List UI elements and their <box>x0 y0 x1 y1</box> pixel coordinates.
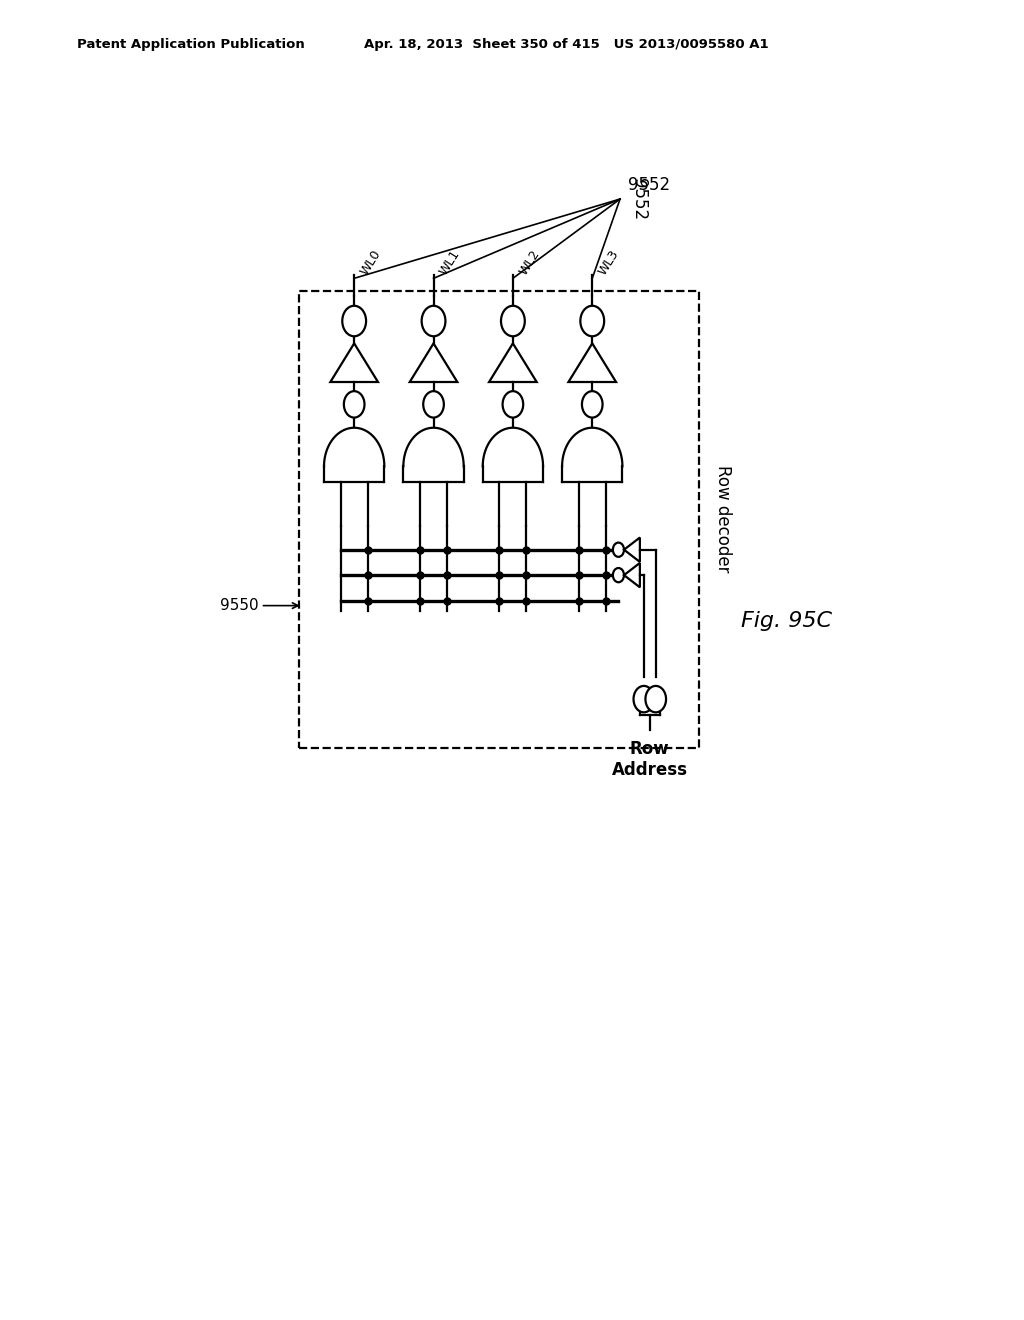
Text: Apr. 18, 2013  Sheet 350 of 415   US 2013/0095580 A1: Apr. 18, 2013 Sheet 350 of 415 US 2013/0… <box>364 38 768 51</box>
Polygon shape <box>562 428 623 482</box>
Circle shape <box>613 568 624 582</box>
Polygon shape <box>403 428 464 482</box>
Circle shape <box>422 306 445 337</box>
Text: Patent Application Publication: Patent Application Publication <box>77 38 304 51</box>
Circle shape <box>423 391 443 417</box>
Circle shape <box>634 686 654 713</box>
Polygon shape <box>482 428 543 482</box>
Circle shape <box>344 391 365 417</box>
Text: 9552: 9552 <box>628 176 670 194</box>
Text: 9550: 9550 <box>220 598 259 612</box>
Text: Row decoder: Row decoder <box>714 466 732 573</box>
Bar <box>299 290 699 748</box>
Text: WL2: WL2 <box>517 247 543 277</box>
Circle shape <box>342 306 367 337</box>
Circle shape <box>501 306 524 337</box>
Circle shape <box>613 543 624 557</box>
Text: WL1: WL1 <box>437 247 463 277</box>
Circle shape <box>503 391 523 417</box>
Text: WL0: WL0 <box>358 247 384 277</box>
Polygon shape <box>324 428 384 482</box>
Text: 9552: 9552 <box>631 178 648 220</box>
Circle shape <box>581 306 604 337</box>
Circle shape <box>582 391 602 417</box>
Text: WL3: WL3 <box>596 247 622 277</box>
Circle shape <box>645 686 666 713</box>
Text: Row
Address: Row Address <box>611 739 688 779</box>
Text: Fig. 95C: Fig. 95C <box>741 611 833 631</box>
